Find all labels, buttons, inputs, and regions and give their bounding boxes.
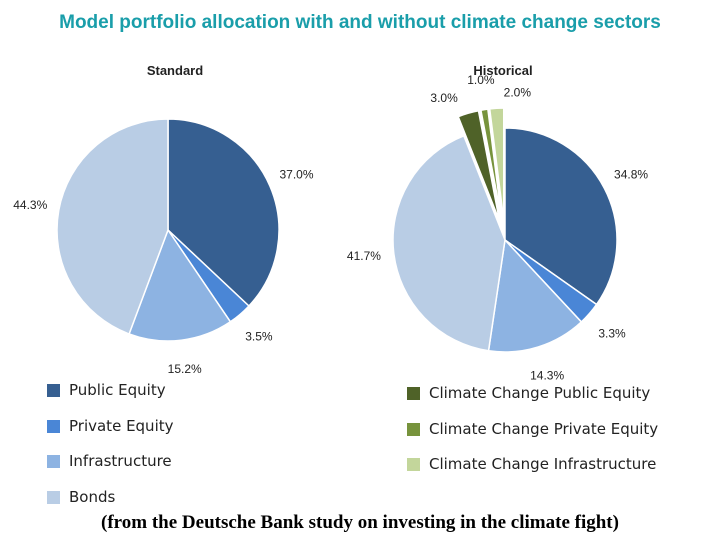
legend-swatch xyxy=(47,383,60,397)
pie-label: 3.3% xyxy=(598,326,626,340)
pie-slice-bonds xyxy=(392,134,506,352)
historical-subtitle: Historical xyxy=(473,63,533,78)
legend-label: Infrastructure xyxy=(69,452,172,470)
legend-label: Private Equity xyxy=(69,417,174,435)
legend-item-cc-infrastructure: Climate Change Infrastructure xyxy=(407,455,656,473)
chart-title: Model portfolio allocation with and with… xyxy=(59,12,661,33)
legend-item-public-equity: Public Equity xyxy=(47,381,166,399)
legend-label: Bonds xyxy=(69,488,116,506)
pie-label: 3.0% xyxy=(430,91,458,105)
pie-slice-climate-change-public-equity xyxy=(457,109,501,222)
legend-label: Climate Change Public Equity xyxy=(429,384,651,402)
pie-slice-infrastructure xyxy=(487,238,583,353)
legend-swatch xyxy=(47,490,60,504)
pie-standard: 37.0% 3.5% 15.2% 44.3% xyxy=(13,118,314,376)
pie-slice-bonds xyxy=(56,118,169,335)
pie-slice-climate-change-infrastructure xyxy=(488,107,505,221)
pie-label: 2.0% xyxy=(504,85,532,99)
legend-swatch xyxy=(407,386,420,400)
pie-historical: 34.8% 3.3% 14.3% 41.7% 3.0% 1.0% 2.0% xyxy=(347,73,648,383)
pie-slice-public-equity xyxy=(167,118,280,308)
legend-label: Public Equity xyxy=(69,381,166,399)
pie-label: 15.2% xyxy=(168,362,202,376)
pie-label: 37.0% xyxy=(279,167,313,181)
legend-label: Climate Change Infrastructure xyxy=(429,455,657,473)
pie-label: 34.8% xyxy=(614,168,648,182)
pie-label: 3.5% xyxy=(245,329,273,343)
pie-slice-infrastructure xyxy=(128,228,232,342)
pie-label: 44.3% xyxy=(13,198,47,212)
legend-item-infrastructure: Infrastructure xyxy=(47,452,172,470)
pie-label: 14.3% xyxy=(530,369,564,383)
legend-label: Climate Change Private Equity xyxy=(429,420,659,438)
legend-swatch xyxy=(407,457,420,471)
legend-item-cc-private-equity: Climate Change Private Equity xyxy=(407,420,658,438)
legend-item-private-equity: Private Equity xyxy=(47,417,174,435)
pie-label: 1.0% xyxy=(467,73,495,87)
legend-swatch xyxy=(47,454,60,468)
source-caption: (from the Deutsche Bank study on investi… xyxy=(101,512,619,533)
pie-label: 41.7% xyxy=(347,249,381,263)
standard-subtitle: Standard xyxy=(146,63,204,78)
pie-slice-climate-change-private-equity xyxy=(480,108,503,221)
legend-item-cc-public-equity: Climate Change Public Equity xyxy=(407,384,650,402)
legend-item-bonds: Bonds xyxy=(47,488,115,506)
legend-swatch xyxy=(47,419,60,433)
legend-swatch xyxy=(407,422,420,436)
pie-slice-public-equity xyxy=(504,127,618,306)
